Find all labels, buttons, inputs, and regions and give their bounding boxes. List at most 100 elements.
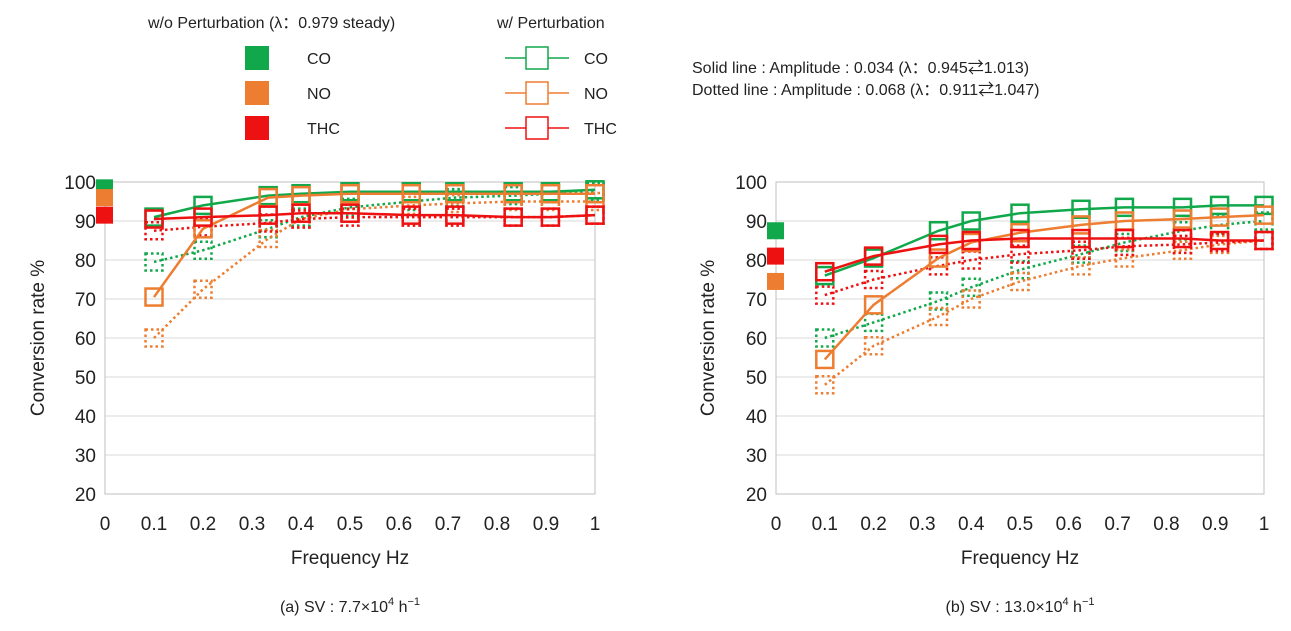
chart-b-xlabel: Frequency Hz xyxy=(961,548,1079,569)
chart-b-x-ticks: 0 0.1 0.2 0.3 0.4 0.5 0.6 0.7 0.8 0.9 1 xyxy=(771,514,1270,535)
legend-with-title: w/ Perturbation xyxy=(496,15,605,32)
legend-steady-no-label: NO xyxy=(307,86,331,103)
chart-b-point-co-solid xyxy=(961,211,981,231)
chart-b-ytick-label: 60 xyxy=(746,329,767,350)
legend: w/o Perturbation (λ：0.979 steady) w/ Per… xyxy=(147,15,1039,140)
chart-a-point-thc-solid xyxy=(258,205,278,225)
legend-without-title: w/o Perturbation (λ：0.979 steady) xyxy=(147,15,395,32)
chart-a-line-thc-dotted xyxy=(153,213,596,232)
chart-a-ytick-label: 20 xyxy=(75,485,96,506)
chart-b-xtick-label: 0.7 xyxy=(1104,514,1130,535)
chart-b-line-no-dotted xyxy=(824,239,1265,386)
chart-a-ytick-label: 70 xyxy=(75,290,96,311)
chart-a-ytick-label: 80 xyxy=(75,251,96,272)
chart-a-ytick-label: 50 xyxy=(75,368,96,389)
chart-b-ytick-label: 40 xyxy=(746,407,767,428)
chart-a-steady-thc xyxy=(96,206,113,224)
chart-a-xtick-label: 0.3 xyxy=(239,514,265,535)
chart-b-point-no-solid xyxy=(1254,205,1274,225)
chart-b-steady-markers xyxy=(767,222,784,290)
chart-a-line-no-dotted xyxy=(153,200,595,339)
chart-b-point-no-solid xyxy=(1209,207,1230,227)
chart-a-xtick-label: 0.9 xyxy=(533,514,559,535)
chart-b-point-no-solid xyxy=(863,295,884,315)
chart-b-point-co-dotted xyxy=(1010,260,1030,280)
chart-a-ytick-label: 90 xyxy=(75,212,96,233)
chart-a-xtick-label: 1 xyxy=(590,514,601,535)
chart-a-point-no-solid xyxy=(445,183,465,204)
chart-a-point-thc-solid xyxy=(193,207,213,227)
chart-b-point-thc-solid xyxy=(928,234,949,255)
chart-a-ytick-label: 100 xyxy=(64,173,96,194)
chart-a-point-thc-solid xyxy=(503,207,523,227)
legend-steady-co-label: CO xyxy=(307,51,331,68)
chart-b-point-no-dotted xyxy=(1010,271,1030,292)
legend-steady-co-swatch xyxy=(245,46,269,70)
chart-b-point-co-dotted xyxy=(928,291,949,311)
legend-perturb-thc-marker xyxy=(505,116,569,140)
chart-b-point-thc-solid xyxy=(961,230,981,251)
chart-a-point-thc-solid xyxy=(291,203,311,223)
chart-b-point-no-solid xyxy=(1071,215,1091,235)
chart-b-point-thc-solid xyxy=(863,246,884,266)
chart-b-ytick-label: 30 xyxy=(746,446,767,467)
chart-b-series xyxy=(815,195,1274,395)
chart-a-y-ticks: 20 30 40 50 60 70 80 90 100 xyxy=(64,173,96,506)
chart-b-ytick-label: 50 xyxy=(746,368,767,389)
chart-b-xtick-label: 0.4 xyxy=(958,514,985,535)
chart-a-point-thc-dotted xyxy=(340,207,360,227)
chart-b-point-co-solid xyxy=(1114,197,1135,218)
chart-a-point-thc-solid xyxy=(401,205,421,225)
chart-b-point-thc-solid xyxy=(1071,228,1091,249)
chart-b-xtick-label: 0 xyxy=(771,514,782,535)
chart-a-caption: (a) SV : 7.7×104 h−1 xyxy=(280,596,420,616)
chart-a-xtick-label: 0.1 xyxy=(141,514,167,535)
legend-perturb-co-marker xyxy=(505,46,569,70)
legend-perturb-no-marker xyxy=(505,81,569,105)
chart-b-line-co-dotted xyxy=(824,219,1265,340)
chart-b-ytick-label: 80 xyxy=(746,251,767,272)
chart-a-xlabel: Frequency Hz xyxy=(291,548,409,569)
chart-b-point-co-solid xyxy=(1071,199,1091,220)
chart-a-line-no-solid xyxy=(152,192,595,298)
legend-dotted-note: Dotted line : Amplitude : 0.068 (λ：0.911… xyxy=(692,81,1039,99)
chart-a-line-co-solid xyxy=(153,188,596,219)
chart-a-point-no-solid xyxy=(401,183,421,204)
chart-b-point-co-solid xyxy=(928,221,949,241)
chart-a-xtick-label: 0 xyxy=(100,514,111,535)
chart-a-point-no-solid xyxy=(540,183,561,204)
chart-a-point-thc-solid xyxy=(585,205,605,225)
chart-a-point-thc-solid xyxy=(445,205,465,225)
legend-steady-thc-swatch xyxy=(245,116,269,140)
chart-b-xtick-label: 0.5 xyxy=(1007,514,1033,535)
chart-b-xtick-label: 0.2 xyxy=(860,514,886,535)
chart-b-xtick-label: 1 xyxy=(1259,514,1270,535)
chart-b-line-thc-dotted xyxy=(824,239,1265,297)
chart-a-ytick-label: 30 xyxy=(75,446,96,467)
chart-b-steady-no xyxy=(767,272,784,290)
chart-a-ylabel: Conversion rate % xyxy=(28,260,49,416)
chart-a-steady-no xyxy=(96,189,113,207)
chart-b-point-co-solid xyxy=(1172,197,1193,218)
chart-a-line-thc-solid xyxy=(153,211,596,221)
chart-b-point-no-solid xyxy=(815,349,835,370)
chart-a-gridlines xyxy=(105,181,595,495)
chart-a-xtick-label: 0.7 xyxy=(435,514,461,535)
chart-b-point-thc-solid xyxy=(1254,230,1274,251)
chart-b-xtick-label: 0.3 xyxy=(909,514,935,535)
chart-a-steady-markers xyxy=(96,179,113,224)
chart-b-line-thc-solid xyxy=(824,237,1264,273)
chart-b-ytick-label: 70 xyxy=(746,290,767,311)
chart-b-point-thc-solid xyxy=(815,261,835,282)
chart-a-ytick-label: 60 xyxy=(75,329,96,350)
chart-a-xtick-label: 0.4 xyxy=(288,514,315,535)
chart-b-ytick-label: 90 xyxy=(746,212,767,233)
chart-b-point-no-solid xyxy=(928,248,949,268)
chart-a-point-thc-solid xyxy=(144,209,164,229)
chart-a-point-no-solid xyxy=(340,183,360,204)
legend-solid-note: Solid line : Amplitude : 0.034 (λ：0.945⇄… xyxy=(692,59,1029,77)
legend-perturb-no-label: NO xyxy=(584,86,608,103)
chart-b-plot-area xyxy=(775,181,1265,495)
